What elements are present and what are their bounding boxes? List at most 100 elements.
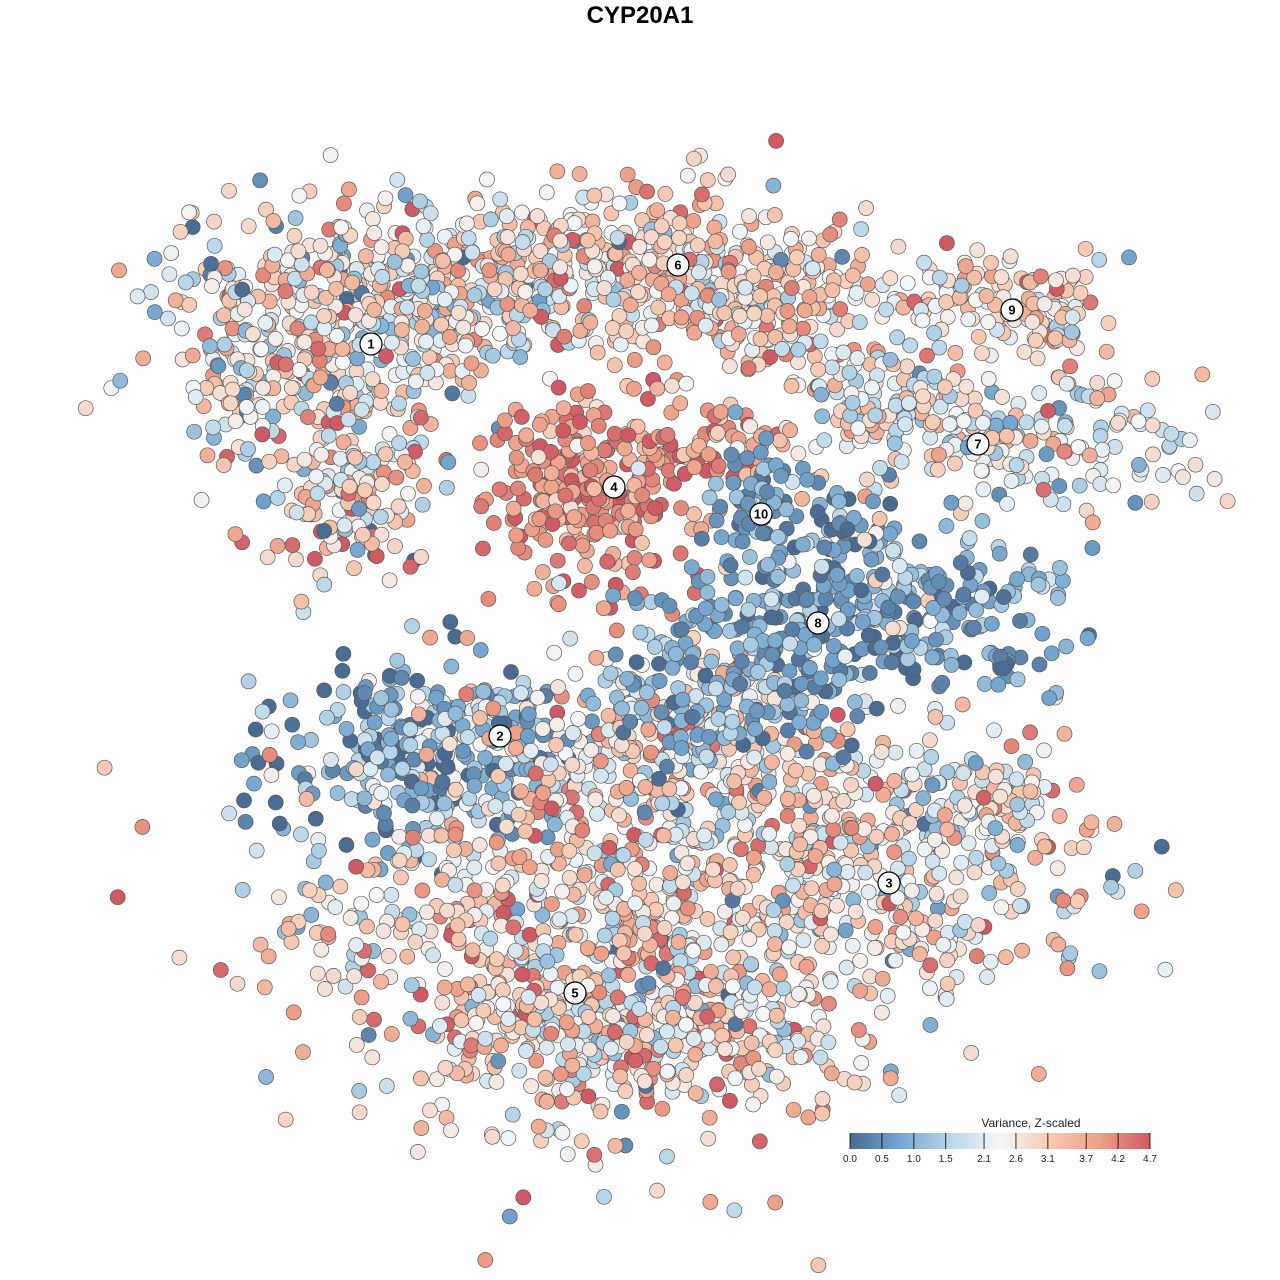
data-point xyxy=(884,620,901,637)
data-point xyxy=(414,882,431,899)
data-point xyxy=(422,629,438,646)
data-point xyxy=(285,1004,302,1021)
data-point xyxy=(550,379,567,396)
data-point xyxy=(257,315,274,331)
data-point xyxy=(586,258,603,275)
data-point xyxy=(860,884,877,900)
data-point xyxy=(829,897,845,914)
data-point xyxy=(550,596,567,613)
data-point xyxy=(856,531,873,548)
data-point xyxy=(413,549,429,565)
data-point xyxy=(825,821,842,838)
data-point xyxy=(261,747,278,763)
data-point xyxy=(490,1053,507,1069)
data-point xyxy=(518,1043,534,1059)
data-point xyxy=(293,593,310,610)
data-point xyxy=(1157,961,1174,978)
data-point xyxy=(539,953,556,970)
data-point xyxy=(576,298,593,314)
data-point xyxy=(798,958,815,975)
colorbar-tick-label: 0.0 xyxy=(843,1154,857,1165)
data-point xyxy=(592,1103,609,1120)
data-point xyxy=(480,591,497,607)
data-point xyxy=(439,759,456,775)
data-point xyxy=(518,427,535,444)
data-point xyxy=(626,380,642,397)
data-point xyxy=(846,1074,863,1091)
data-point xyxy=(259,549,276,566)
data-point xyxy=(585,695,602,712)
data-point xyxy=(622,713,639,730)
data-point xyxy=(693,530,710,547)
data-point xyxy=(514,234,531,250)
data-point xyxy=(422,205,439,222)
data-point xyxy=(1022,546,1039,563)
data-point xyxy=(986,722,1002,739)
data-point xyxy=(766,923,783,939)
data-point xyxy=(549,163,566,180)
data-point xyxy=(586,187,603,204)
data-point xyxy=(741,239,757,255)
data-point xyxy=(1144,371,1161,387)
data-point xyxy=(993,899,1010,916)
data-point xyxy=(574,822,591,839)
data-point xyxy=(864,379,880,396)
data-point xyxy=(341,181,357,198)
data-point xyxy=(634,487,650,504)
data-point xyxy=(939,235,955,251)
data-point xyxy=(873,744,890,760)
data-point xyxy=(381,572,398,589)
cluster-label-7: 7 xyxy=(966,432,990,456)
data-point xyxy=(422,1102,438,1119)
data-point xyxy=(968,602,985,618)
data-point xyxy=(537,532,554,548)
data-point xyxy=(134,819,151,835)
data-point xyxy=(287,210,304,226)
data-point xyxy=(713,936,730,953)
data-point xyxy=(807,848,824,865)
data-point xyxy=(654,1100,671,1117)
data-point xyxy=(892,909,909,925)
data-point xyxy=(801,289,818,305)
data-point xyxy=(781,318,798,335)
data-point xyxy=(447,781,464,798)
data-point xyxy=(651,673,668,689)
data-point xyxy=(405,351,421,367)
data-point xyxy=(675,989,691,1005)
data-point xyxy=(414,496,431,513)
data-point xyxy=(593,945,610,962)
data-point xyxy=(383,701,400,718)
data-point xyxy=(781,939,797,956)
data-point xyxy=(586,481,602,497)
data-point xyxy=(1002,248,1019,265)
data-point xyxy=(687,1046,704,1063)
data-point xyxy=(494,982,511,999)
data-point xyxy=(1049,860,1066,877)
data-point xyxy=(935,936,952,953)
data-point xyxy=(678,1016,694,1033)
chart-title: CYP20A1 xyxy=(586,2,694,29)
data-point xyxy=(733,841,749,858)
data-point xyxy=(1009,837,1026,853)
data-point xyxy=(742,418,758,435)
data-point xyxy=(865,493,881,510)
data-point xyxy=(221,182,237,199)
data-point xyxy=(1057,418,1073,434)
data-point xyxy=(497,412,513,429)
data-point xyxy=(798,591,815,608)
data-point xyxy=(466,859,483,876)
data-point xyxy=(997,949,1014,965)
colorbar-tick-label: 4.7 xyxy=(1143,1154,1157,1165)
data-point xyxy=(628,654,645,671)
data-point xyxy=(485,700,502,717)
data-point xyxy=(495,996,512,1012)
data-point xyxy=(698,748,715,765)
data-point xyxy=(146,250,163,267)
data-point xyxy=(236,792,252,809)
data-point xyxy=(280,920,297,937)
data-point xyxy=(832,834,849,851)
colorbar-tick-label: 2.1 xyxy=(977,1154,991,1165)
data-point xyxy=(648,901,664,918)
data-point xyxy=(527,765,544,782)
